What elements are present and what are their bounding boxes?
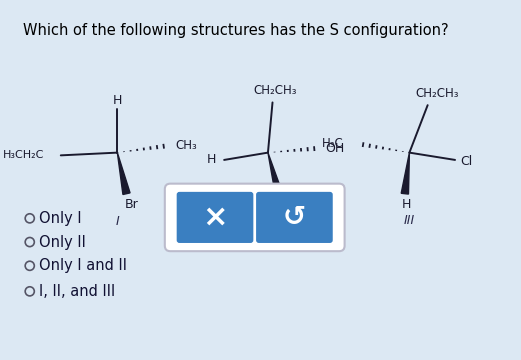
Circle shape	[25, 214, 34, 223]
Text: CH₂CH₃: CH₂CH₃	[254, 84, 297, 97]
Text: I, II, and III: I, II, and III	[39, 284, 115, 299]
Text: CH₃: CH₃	[274, 199, 295, 212]
Text: Only I and II: Only I and II	[39, 258, 127, 273]
Circle shape	[25, 287, 34, 296]
Text: ↺: ↺	[283, 203, 306, 231]
Text: CH₂CH₃: CH₂CH₃	[415, 87, 458, 100]
Text: I: I	[116, 215, 119, 228]
Text: H₃CH₂C: H₃CH₂C	[3, 150, 44, 160]
Text: Only I: Only I	[39, 211, 81, 226]
Text: Only II: Only II	[39, 235, 86, 249]
Text: H: H	[206, 153, 216, 166]
FancyBboxPatch shape	[165, 184, 344, 251]
Polygon shape	[117, 153, 130, 194]
Text: Which of the following structures has the S configuration?: Which of the following structures has th…	[23, 23, 449, 38]
FancyBboxPatch shape	[256, 192, 333, 243]
Text: CH₃: CH₃	[176, 139, 197, 152]
FancyBboxPatch shape	[177, 192, 253, 243]
Text: H: H	[402, 198, 412, 211]
Circle shape	[25, 238, 34, 247]
Text: II: II	[264, 216, 271, 229]
Text: H₃C: H₃C	[322, 137, 344, 150]
Polygon shape	[268, 153, 282, 195]
Text: OH: OH	[325, 141, 344, 154]
Text: ×: ×	[202, 203, 228, 232]
Text: Cl: Cl	[460, 155, 472, 168]
Polygon shape	[401, 153, 410, 194]
Text: H: H	[113, 94, 122, 107]
Text: Br: Br	[125, 198, 139, 211]
Text: III: III	[404, 213, 415, 227]
Circle shape	[25, 261, 34, 270]
